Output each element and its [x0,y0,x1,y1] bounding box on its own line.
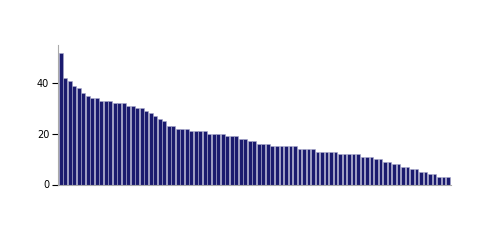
Bar [162,121,166,184]
Bar [343,154,347,184]
Bar [428,174,432,184]
Bar [140,108,144,184]
Bar [279,146,283,184]
Bar [379,159,383,184]
Bar [86,96,90,184]
Bar [190,131,193,184]
Bar [194,131,198,184]
Bar [252,141,256,184]
Bar [324,151,328,184]
Bar [63,78,67,184]
Bar [158,119,162,184]
Bar [226,136,229,184]
Bar [392,164,396,184]
Bar [387,162,391,184]
Bar [275,146,279,184]
Bar [167,126,171,184]
Bar [77,88,81,184]
Bar [442,177,445,184]
Bar [149,113,153,184]
Bar [203,131,207,184]
Bar [356,154,360,184]
Bar [374,159,378,184]
Bar [131,106,135,184]
Bar [415,169,419,184]
Bar [424,172,428,184]
Bar [410,169,414,184]
Bar [234,136,238,184]
Bar [320,151,324,184]
Bar [239,139,243,184]
Bar [351,154,355,184]
Bar [99,101,103,184]
Bar [154,116,157,184]
Bar [437,177,441,184]
Bar [198,131,202,184]
Bar [212,134,216,184]
Bar [108,101,112,184]
Bar [230,136,234,184]
Bar [271,146,275,184]
Bar [113,103,117,184]
Bar [104,101,108,184]
Bar [307,149,311,184]
Bar [365,157,369,184]
Bar [360,157,364,184]
Bar [334,151,337,184]
Bar [406,167,409,184]
Bar [248,141,252,184]
Bar [293,146,297,184]
Bar [284,146,288,184]
Bar [298,149,301,184]
Bar [118,103,121,184]
Bar [257,144,261,184]
Bar [302,149,306,184]
Bar [401,167,405,184]
Bar [243,139,247,184]
Bar [311,149,315,184]
Bar [180,129,184,184]
Bar [216,134,220,184]
Bar [171,126,175,184]
Bar [315,151,319,184]
Bar [207,134,211,184]
Bar [72,86,76,184]
Bar [81,93,85,184]
Bar [221,134,225,184]
Bar [383,162,387,184]
Bar [266,144,270,184]
Bar [446,177,450,184]
Bar [262,144,265,184]
Bar [432,174,436,184]
Bar [288,146,292,184]
Bar [329,151,333,184]
Bar [176,129,180,184]
Bar [90,98,94,184]
Bar [95,98,99,184]
Bar [419,172,423,184]
Bar [338,154,342,184]
Bar [370,157,373,184]
Bar [396,164,400,184]
Bar [122,103,126,184]
Bar [347,154,351,184]
Bar [68,81,72,184]
Bar [126,106,130,184]
Bar [59,53,63,184]
Bar [144,111,148,184]
Bar [135,108,139,184]
Bar [185,129,189,184]
